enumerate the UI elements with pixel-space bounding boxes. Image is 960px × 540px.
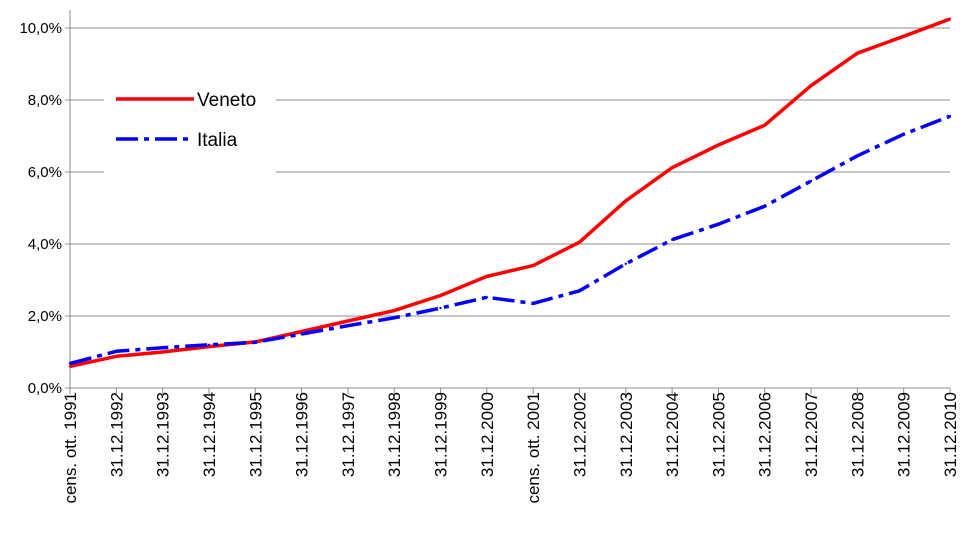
- data-point-veneto: [300, 330, 303, 333]
- data-point-italia: [948, 115, 952, 118]
- x-tick-label: 31.12.1998: [385, 392, 404, 477]
- data-point-italia: [809, 179, 813, 183]
- data-point-italia: [161, 346, 164, 349]
- data-point-veneto: [485, 275, 489, 278]
- data-point-italia: [717, 223, 720, 226]
- x-tick-label: 31.12.2008: [848, 392, 867, 477]
- y-tick-label: 2,0%: [28, 308, 62, 325]
- x-tick-label: 31.12.2004: [663, 392, 682, 477]
- x-tick-label: 31.12.1997: [339, 392, 358, 477]
- x-tick-label: 31.12.2002: [570, 392, 589, 477]
- x-tick-label: 31.12.1996: [293, 392, 312, 477]
- data-point-italia: [670, 238, 674, 241]
- legend: Veneto Italia: [104, 82, 276, 174]
- data-point-italia: [763, 205, 766, 208]
- x-tick-label: 31.12.2005: [709, 392, 728, 477]
- data-point-veneto: [717, 143, 720, 147]
- data-point-italia: [68, 362, 72, 365]
- data-point-italia: [115, 350, 118, 353]
- data-point-veneto: [902, 35, 905, 38]
- data-point-veneto: [68, 365, 72, 368]
- x-tick-label: 31.12.2006: [756, 392, 775, 477]
- data-point-italia: [254, 341, 257, 344]
- data-point-veneto: [393, 309, 396, 312]
- y-tick-label: 8,0%: [28, 92, 62, 109]
- series-lines: [68, 17, 952, 369]
- x-tick-label: 31.12.2007: [802, 392, 821, 477]
- data-point-veneto: [670, 166, 674, 169]
- data-point-veneto: [531, 264, 535, 267]
- y-tick-label: 10,0%: [19, 20, 62, 37]
- x-tick-label: 31.12.2009: [895, 392, 914, 477]
- data-point-veneto: [809, 84, 813, 87]
- x-tick-label: 31.12.2010: [941, 392, 960, 477]
- x-tick-label: cens. ott. 1991: [61, 392, 80, 504]
- y-tick-label: 0,0%: [28, 380, 62, 397]
- data-point-veneto: [161, 350, 164, 354]
- data-point-veneto: [624, 199, 627, 202]
- series-line-italia: [69, 114, 951, 366]
- data-point-italia: [485, 296, 489, 299]
- data-point-veneto: [948, 17, 952, 21]
- data-point-italia: [346, 324, 350, 327]
- x-tick-label: cens. ott. 2001: [524, 392, 543, 504]
- x-tick-label: 31.12.2000: [478, 392, 497, 477]
- data-point-italia: [300, 332, 303, 336]
- data-point-italia: [624, 262, 627, 265]
- data-point-veneto: [763, 124, 766, 127]
- data-point-italia: [439, 306, 442, 310]
- data-point-veneto: [856, 52, 859, 55]
- x-axis-tick-labels: cens. ott. 1991 31.12.1992 31.12.1993 31.12…: [61, 392, 960, 504]
- x-tick-label: 31.12.1992: [107, 392, 126, 477]
- x-tick-label: 31.12.1994: [200, 392, 219, 477]
- data-point-italia: [393, 316, 396, 319]
- data-point-veneto: [115, 355, 118, 358]
- data-point-veneto: [207, 345, 211, 348]
- data-point-italia: [207, 343, 211, 346]
- legend-label-veneto: Veneto: [197, 90, 256, 111]
- series-line-veneto: [69, 17, 951, 369]
- data-point-italia: [578, 289, 581, 292]
- x-tick-label: 31.12.1993: [154, 392, 173, 477]
- x-tick-label: 31.12.2003: [617, 392, 636, 477]
- y-axis-tick-labels: 0,0% 2,0% 4,0% 6,0% 8,0% 10,0%: [19, 20, 62, 397]
- data-point-veneto: [439, 294, 442, 297]
- data-point-italia: [531, 302, 535, 305]
- data-point-italia: [902, 133, 905, 136]
- x-tick-label: 31.12.1999: [432, 392, 451, 477]
- y-tick-label: 6,0%: [28, 164, 62, 181]
- x-tick-label: 31.12.1995: [246, 392, 265, 477]
- legend-label-italia: Italia: [197, 130, 238, 151]
- data-point-veneto: [578, 241, 581, 244]
- data-point-veneto: [346, 319, 350, 323]
- gridlines: [65, 10, 951, 394]
- data-point-italia: [856, 154, 859, 157]
- y-tick-label: 4,0%: [28, 236, 62, 253]
